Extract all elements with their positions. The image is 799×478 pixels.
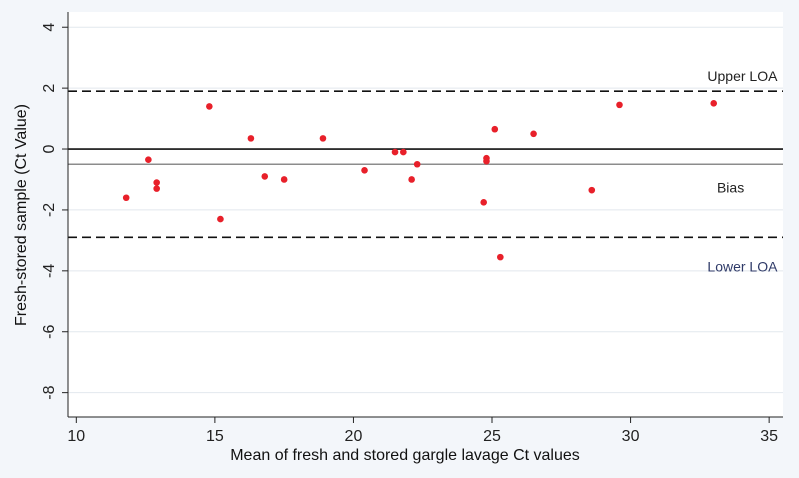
data-points [122,100,718,261]
data-point [413,160,421,168]
annotation-upper-loa: Upper LOA [707,68,778,84]
x-tick-label: 20 [345,428,363,445]
y-tick-label: -6 [41,325,58,339]
data-point [206,103,213,110]
data-point [530,130,537,138]
x-axis-title: Mean of fresh and stored gargle lavage C… [230,447,580,464]
data-point [483,154,490,162]
y-tick-label: -2 [41,203,58,217]
axes [67,12,783,418]
data-point [391,148,399,156]
x-tick-label: 25 [483,428,501,445]
annotation-bias: Bias [717,179,744,195]
y-tick-label: -8 [41,385,58,399]
data-point [247,135,255,142]
annotation-lower-loa: Lower LOA [707,258,778,274]
data-point [408,176,415,183]
data-point [491,125,499,133]
data-point [616,101,623,109]
data-point [153,179,160,186]
data-point [261,173,269,180]
x-tick-label: 10 [67,428,85,445]
x-tick-label: 35 [760,428,778,445]
x-tick-label: 15 [206,428,224,445]
y-tick-label: 0 [41,144,58,153]
data-point [710,100,718,107]
data-point [588,186,596,194]
annotations: Upper LOA Bias Lower LOA [707,68,778,274]
data-point [319,135,327,142]
y-tick-label: 4 [41,23,58,32]
y-axis-title: Fresh-stored sample (Ct Value) [13,104,30,326]
y-tick-label: -4 [41,264,58,278]
data-point [122,194,130,202]
reference-lines [68,90,783,239]
plot-area [68,12,783,417]
data-point [497,253,504,261]
x-tick-label: 30 [622,428,640,445]
data-point [153,185,160,192]
data-point [361,167,368,174]
data-point [280,176,288,183]
y-tick-label: 2 [41,84,58,93]
data-point [217,215,224,223]
data-point [400,148,407,156]
data-point [480,199,487,206]
data-point [145,156,152,163]
tick-labels: 420-2-4-6-810 15 20 25 30 35 [41,23,778,445]
